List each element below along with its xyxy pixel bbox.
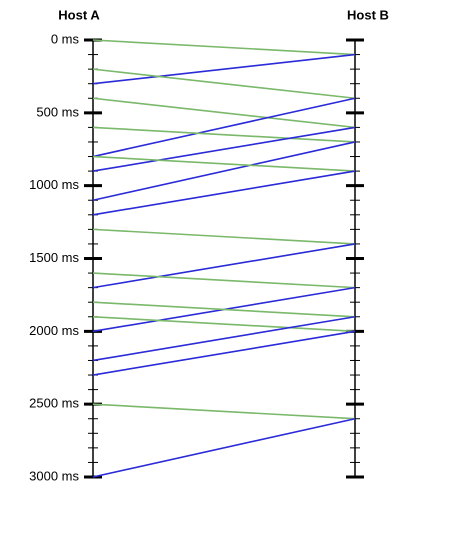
message <box>92 301 356 318</box>
message <box>92 97 356 158</box>
message <box>92 228 356 245</box>
tick-label: 0 ms <box>51 31 80 46</box>
tick-label: 1000 ms <box>29 177 79 192</box>
message <box>92 53 356 85</box>
message <box>92 170 356 216</box>
message <box>92 272 356 289</box>
message <box>92 315 356 362</box>
message <box>92 243 356 289</box>
message <box>92 417 356 478</box>
message <box>92 155 356 172</box>
message <box>92 126 356 143</box>
message <box>92 39 356 56</box>
message <box>92 141 356 202</box>
tick-label: 2500 ms <box>29 396 79 411</box>
tick-label: 1500 ms <box>29 250 79 265</box>
message <box>92 126 356 172</box>
message <box>92 315 356 333</box>
tick-label: 500 ms <box>36 104 79 119</box>
host-a-label: Host A <box>58 7 100 22</box>
message <box>92 68 356 100</box>
tick-label: 3000 ms <box>29 468 79 483</box>
host-b-label: Host B <box>347 7 389 22</box>
message <box>92 403 356 420</box>
tick-label: 2000 ms <box>29 323 79 338</box>
message <box>92 330 356 376</box>
message <box>92 97 356 129</box>
